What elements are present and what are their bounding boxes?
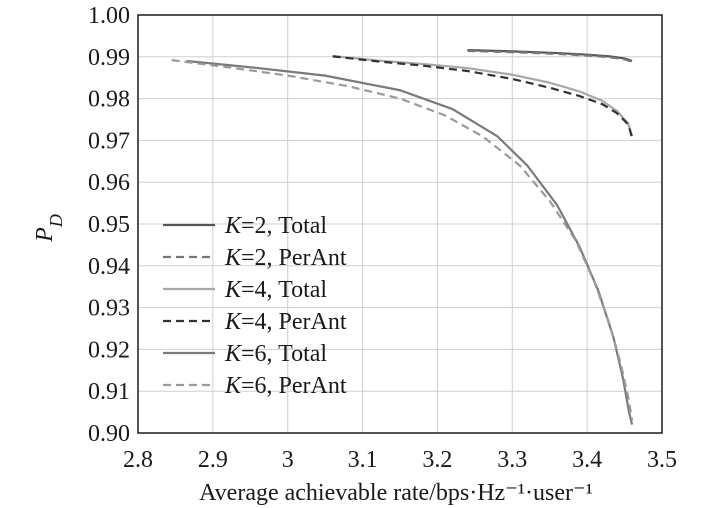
x-tick-label: 3 xyxy=(282,447,294,473)
x-tick-label: 2.8 xyxy=(123,447,153,473)
legend-entry-2: K=2, PerAnt xyxy=(224,245,347,271)
y-tick-label: 0.91 xyxy=(88,379,130,405)
y-tick-label: 1.00 xyxy=(88,3,130,29)
y-axis-label: PD xyxy=(32,214,66,243)
y-tick-label: 0.93 xyxy=(88,296,130,322)
x-tick-label: 3.4 xyxy=(572,447,602,473)
series-line-6 xyxy=(171,59,634,421)
legend-entry-6: K=6, PerAnt xyxy=(224,373,347,399)
y-tick-label: 0.94 xyxy=(88,254,130,280)
y-tick-labels: 0.90 0.91 0.92 0.93 0.94 0.95 0.96 0.97 0.98 0.99… xyxy=(88,3,130,447)
y-tick-label: 0.99 xyxy=(88,45,130,71)
legend-k-symbol: K xyxy=(224,341,243,367)
x-axis-label: Average achievable rate/bps·Hz⁻¹·user⁻¹ xyxy=(199,480,593,506)
x-tick-labels: 2.8 2.9 3 3.1 3.2 3.3 3.4 3.5 xyxy=(123,447,677,473)
legend-label: =2, PerAnt xyxy=(241,245,347,271)
legend-k-symbol: K xyxy=(224,245,243,271)
y-axis-label-main: P xyxy=(32,227,58,243)
series-line-3 xyxy=(332,54,634,137)
series-line-2 xyxy=(467,49,633,63)
series-layer xyxy=(171,49,634,425)
legend-entry-1: K=2, Total xyxy=(224,213,327,239)
y-tick-label: 0.92 xyxy=(88,337,130,363)
y-tick-label: 0.97 xyxy=(88,128,130,154)
legend-k-symbol: K xyxy=(224,373,243,399)
legend-k-symbol: K xyxy=(224,213,243,239)
legend-label: =4, Total xyxy=(241,277,327,303)
x-tick-label: 3.3 xyxy=(497,447,527,473)
y-tick-label: 0.90 xyxy=(88,421,130,447)
legend-k-symbol: K xyxy=(224,309,243,335)
x-tick-label: 3.2 xyxy=(422,447,452,473)
legend-label: =6, Total xyxy=(241,341,327,367)
y-tick-label: 0.96 xyxy=(88,170,130,196)
legend-label: =6, PerAnt xyxy=(241,373,347,399)
x-tick-label: 2.9 xyxy=(198,447,228,473)
legend-entry-5: K=6, Total xyxy=(224,341,327,367)
y-tick-label: 0.95 xyxy=(88,212,130,238)
y-axis-label-sub: D xyxy=(46,214,66,228)
plot-frame xyxy=(137,14,663,434)
legend-k-symbol: K xyxy=(224,277,243,303)
legend-entry-3: K=4, Total xyxy=(224,277,327,303)
legend-label: =4, PerAnt xyxy=(241,309,347,335)
x-tick-label: 3.5 xyxy=(647,447,677,473)
y-tick-label: 0.98 xyxy=(88,87,130,113)
legend-entry-4: K=4, PerAnt xyxy=(224,309,347,335)
series-line-1 xyxy=(467,49,633,63)
grid xyxy=(137,14,663,434)
series-line-5 xyxy=(186,59,634,425)
legend-label: =2, Total xyxy=(241,213,327,239)
x-tick-label: 3.1 xyxy=(348,447,378,473)
